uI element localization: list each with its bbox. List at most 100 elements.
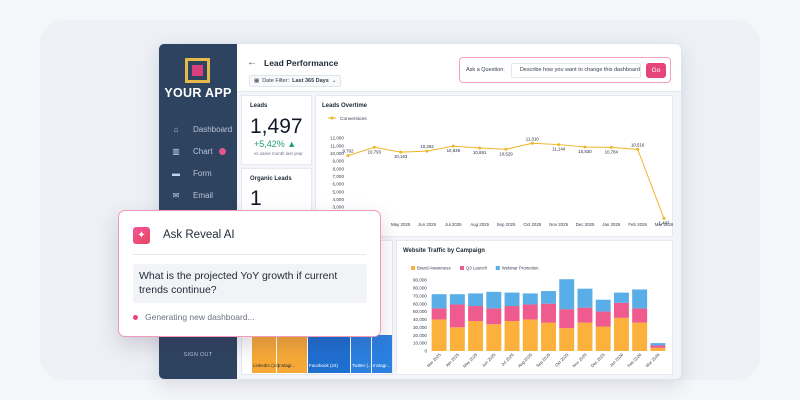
treemap-label: LinkedIn (12): [253, 363, 280, 368]
email-icon: ✉: [172, 190, 180, 200]
y-tick-label: 40,000: [413, 317, 427, 322]
x-tick-label: Dec 2025: [590, 352, 607, 369]
bar-segment[interactable]: [522, 304, 538, 320]
sidebar-item-form[interactable]: ▬ Form: [159, 164, 237, 182]
treemap-cell-twitter[interactable]: [351, 335, 371, 373]
treemap-label: Twitter (...: [352, 363, 372, 368]
bar-segment[interactable]: [468, 293, 484, 307]
sidebar-item-email[interactable]: ✉ Email: [159, 186, 237, 204]
bar-segment[interactable]: [632, 308, 648, 323]
y-tick-label: 5,000: [333, 189, 345, 194]
bar-segment[interactable]: [504, 306, 520, 322]
kpi-delta: +5,42% ▲: [254, 139, 297, 149]
y-tick-label: 4,000: [333, 197, 345, 202]
data-point: [583, 145, 587, 149]
bar-segment[interactable]: [613, 292, 629, 303]
bar-segment[interactable]: [559, 279, 575, 310]
bar-segment[interactable]: [595, 326, 611, 351]
data-label: 10,516: [631, 142, 645, 147]
sidebar-item-label: Email: [193, 190, 214, 200]
chart-icon: ▥: [172, 146, 180, 156]
x-tick-label: Jul 2025: [445, 222, 462, 227]
bar-segment[interactable]: [486, 324, 502, 351]
x-tick-label: Jun 2025: [418, 222, 437, 227]
go-button[interactable]: Go: [646, 62, 666, 78]
bar-segment[interactable]: [595, 299, 611, 312]
bar-segment[interactable]: [431, 294, 447, 309]
bar-segment[interactable]: [595, 311, 611, 327]
data-point: [372, 145, 376, 149]
chart-title: Website Traffic by Campaign: [403, 248, 485, 254]
x-tick-label: Nov 2025: [571, 352, 588, 369]
kpi-title: Leads: [250, 103, 268, 109]
bar-segment[interactable]: [559, 328, 575, 351]
bar-segment[interactable]: [577, 322, 593, 351]
y-tick-label: 6,000: [333, 182, 345, 187]
bar-segment[interactable]: [449, 294, 465, 305]
bar-segment[interactable]: [522, 293, 538, 305]
data-label: 1,497: [659, 221, 671, 226]
data-label: 11,144: [552, 147, 566, 152]
data-point: [636, 147, 640, 151]
back-arrow-icon[interactable]: ←: [247, 57, 257, 68]
bar-segment[interactable]: [650, 345, 666, 348]
bar-segment[interactable]: [449, 304, 465, 328]
bar-segment[interactable]: [541, 303, 556, 323]
legend-swatch-marker: [330, 116, 334, 120]
bar-segment[interactable]: [650, 347, 666, 351]
bar-segment[interactable]: [431, 319, 447, 351]
sidebar-item-label: Form: [193, 168, 212, 178]
bar-segment[interactable]: [559, 309, 575, 329]
bar-segment[interactable]: [577, 288, 593, 308]
legend-swatch: [460, 266, 464, 270]
bar-segment[interactable]: [613, 317, 629, 351]
y-tick-label: 3,000: [333, 205, 345, 210]
y-tick-label: 70,000: [413, 293, 427, 298]
x-tick-label: Mar 2026: [645, 352, 662, 369]
treemap-cell-linkedin[interactable]: [252, 335, 276, 373]
treemap-label: Instagr...: [278, 363, 295, 368]
bar-segment[interactable]: [522, 319, 538, 351]
bar-segment[interactable]: [468, 306, 484, 322]
treemap-cell-instagram[interactable]: [277, 335, 307, 373]
bar-segment[interactable]: [468, 321, 484, 351]
x-tick-label: Oct 2025: [523, 222, 541, 227]
bar-segment[interactable]: [650, 343, 666, 346]
ask-ai-panel: ✦ Ask Reveal AI What is the projected Yo…: [118, 210, 381, 337]
bar-segment[interactable]: [541, 291, 556, 304]
bar-segment[interactable]: [486, 291, 502, 309]
leads-kpi-card: Leads 1,497 +5,42% ▲ vs same month last …: [241, 95, 312, 165]
bar-segment[interactable]: [577, 307, 593, 323]
bar-segment[interactable]: [486, 308, 502, 325]
x-tick-label: Feb 2026: [628, 222, 647, 227]
legend-label: Webinar Promotion: [502, 266, 539, 271]
sparkle-icon: ✦: [133, 227, 150, 244]
date-filter-dropdown[interactable]: ▦ Date Filter: Last 365 Days ⌄: [249, 75, 342, 87]
treemap-cell-facebook[interactable]: [308, 335, 350, 373]
page-title: Lead Performance: [264, 58, 339, 68]
ask-question-input[interactable]: Describe how you want to change this das…: [510, 62, 641, 78]
bar-segment[interactable]: [431, 308, 447, 320]
x-tick-label: Dec 2025: [576, 222, 595, 227]
y-tick-label: 50,000: [413, 309, 427, 314]
bar-segment[interactable]: [613, 302, 629, 318]
bar-segment[interactable]: [541, 322, 556, 351]
sidebar-item-dashboard[interactable]: ⌂ Dashboard: [159, 120, 237, 138]
status-dot: [133, 314, 138, 320]
sign-out-link[interactable]: SIGN OUT: [183, 352, 213, 358]
bar-segment[interactable]: [632, 289, 648, 309]
x-tick-label: Jan 2026: [608, 352, 624, 368]
bar-segment[interactable]: [504, 292, 520, 307]
y-tick-label: 7,000: [333, 174, 345, 179]
sidebar-item-chart[interactable]: ▥ Chart: [159, 142, 237, 160]
y-tick-label: 12,000: [330, 136, 344, 141]
chevron-down-icon: ⌄: [331, 78, 337, 84]
bar-segment[interactable]: [449, 327, 465, 351]
data-label: 10,830: [578, 149, 592, 154]
leads-overtime-chart: Leads Overtime Conversions 12,000 11,000 1…: [322, 103, 674, 227]
y-tick-label: 0: [424, 349, 427, 354]
bar-segment[interactable]: [632, 322, 648, 351]
treemap-cell-instagram-2[interactable]: [372, 335, 392, 373]
bar-segment[interactable]: [504, 321, 520, 351]
y-tick-label: 10,000: [330, 151, 344, 156]
